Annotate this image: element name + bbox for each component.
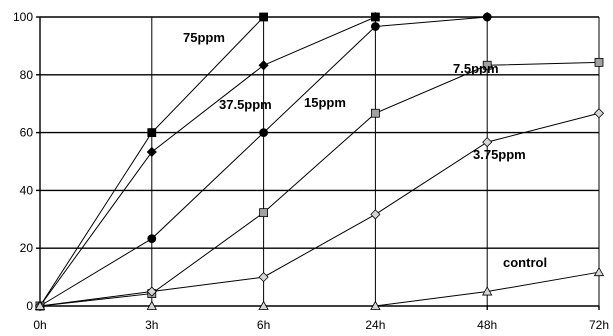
series-control	[34, 266, 605, 310]
series-label: 15ppm	[304, 95, 346, 110]
data-point	[146, 286, 157, 297]
data-point	[34, 300, 46, 310]
series-labels: 75ppm 37.5ppm 15ppm 7.5ppm 3.75ppm control	[183, 30, 547, 270]
series-label: 7.5ppm	[453, 61, 499, 76]
series-label: control	[503, 255, 547, 270]
data-point	[482, 286, 493, 296]
data-point	[259, 128, 269, 138]
series-line	[39, 112, 600, 307]
data-point	[594, 57, 604, 67]
y-tick-label: 80	[20, 68, 34, 82]
series-group	[34, 11, 605, 312]
y-tick-label: 20	[20, 241, 34, 255]
y-tick-label: 100	[13, 10, 33, 24]
data-point	[258, 272, 269, 283]
x-tick-label: 0h	[33, 318, 46, 332]
data-point	[259, 12, 269, 22]
x-tick-label: 72h	[589, 318, 609, 332]
data-point	[147, 128, 157, 138]
data-point	[147, 234, 157, 244]
series-label: 3.75ppm	[473, 147, 526, 162]
series-label: 75ppm	[183, 30, 225, 45]
x-tick-label: 48h	[477, 318, 497, 332]
data-point	[370, 300, 381, 310]
data-point	[259, 208, 269, 218]
x-tick-label: 24h	[365, 318, 385, 332]
data-point	[258, 60, 269, 71]
data-point	[482, 60, 492, 70]
data-point	[593, 266, 605, 277]
series-75ppm	[35, 12, 380, 311]
y-tick-label: 60	[20, 126, 34, 140]
x-tick-label: 6h	[257, 318, 270, 332]
data-point	[258, 300, 269, 310]
data-point	[370, 11, 381, 23]
series-line	[39, 16, 376, 307]
data-point	[370, 209, 381, 220]
data-point	[146, 300, 157, 310]
series-line	[39, 61, 600, 307]
data-point	[370, 108, 380, 118]
series-line	[40, 271, 600, 307]
data-point	[593, 108, 605, 119]
x-tick-labels: 0h 3h 6h 24h 48h 72h	[33, 318, 609, 332]
data-point	[146, 146, 157, 158]
data-point	[370, 22, 380, 31]
data-point	[482, 137, 493, 148]
series-label: 37.5ppm	[219, 97, 272, 112]
y-tick-label: 40	[20, 183, 34, 197]
series-3-75ppm	[34, 108, 605, 312]
x-tick-label: 3h	[145, 318, 158, 332]
y-tick-labels: 0 20 40 60 80 100	[13, 10, 33, 313]
data-point	[482, 12, 492, 22]
y-tick-label: 0	[26, 299, 33, 313]
